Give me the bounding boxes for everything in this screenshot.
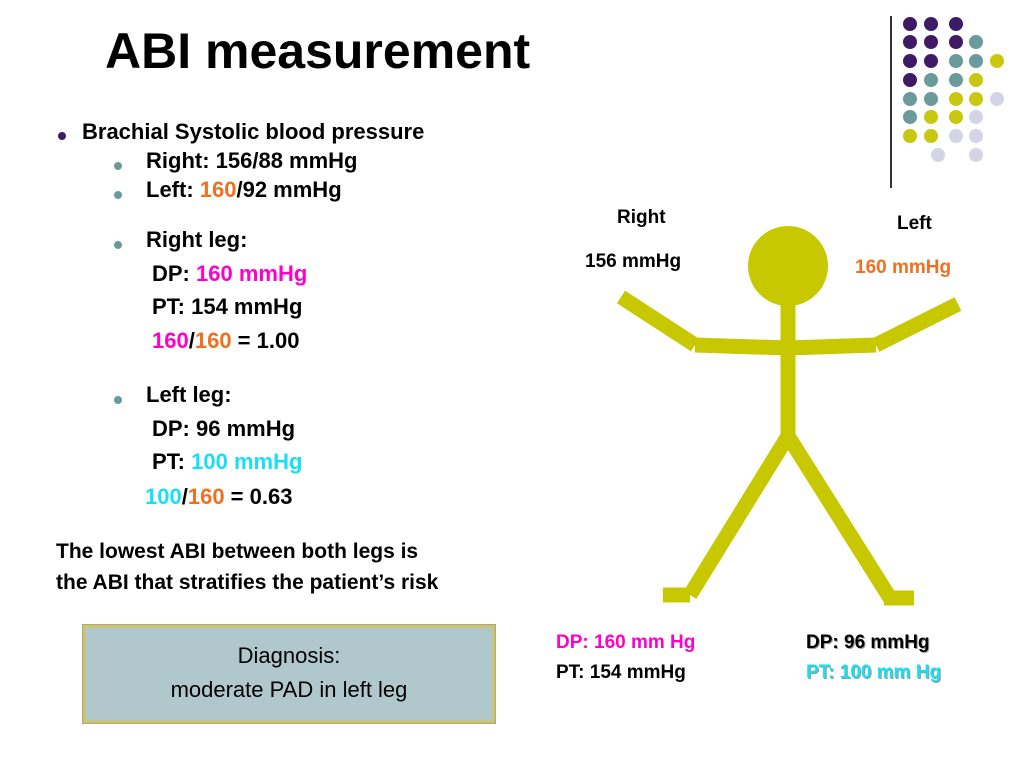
brachial-heading: Brachial Systolic blood pressure xyxy=(82,119,425,144)
dot xyxy=(969,92,983,106)
brachial-left-suffix: /92 mmHg xyxy=(236,177,342,202)
right-leg-abi-result: = 1.00 xyxy=(231,328,300,353)
diagnosis-box: Diagnosis: moderate PAD in left leg xyxy=(83,625,495,723)
dot xyxy=(924,35,938,49)
diagnosis-text: moderate PAD in left leg xyxy=(170,677,408,702)
right-leg-pt: PT: 154 mmHg xyxy=(152,294,303,319)
dot xyxy=(903,129,917,143)
left-leg-abi-slash: / xyxy=(181,484,188,509)
right-arm-label: Right xyxy=(617,207,666,228)
brachial-left: Left: 160/92 mmHg xyxy=(146,177,342,203)
bullet-marker xyxy=(114,391,122,409)
figure-right-leg-dp: DP: 160 mm Hg xyxy=(556,632,696,653)
figure-right-leg xyxy=(683,432,795,599)
bullet-marker xyxy=(114,186,122,204)
dot xyxy=(903,54,917,68)
dot xyxy=(949,92,963,106)
brachial-left-label: Left: xyxy=(146,177,200,202)
brachial-right: Right: 156/88 mmHg xyxy=(146,148,358,173)
figure-left-upper-arm xyxy=(787,337,877,356)
right-leg-abi-denominator: 160 xyxy=(194,328,232,353)
figure-head xyxy=(748,226,828,306)
left-leg-pt: PT: 100 mmHg xyxy=(152,449,302,475)
dot xyxy=(949,54,963,68)
bullet-marker xyxy=(58,127,66,145)
dot xyxy=(924,54,938,68)
dot xyxy=(931,148,945,162)
figure-left-leg xyxy=(781,432,897,602)
dot xyxy=(949,73,963,87)
figure-right-forearm xyxy=(616,290,700,352)
dot xyxy=(949,35,963,49)
left-leg-dp: DP: 96 mmHg xyxy=(152,416,296,441)
right-leg-abi: 160/160 = 1.00 xyxy=(152,328,299,354)
left-leg-abi-denominator: 160 xyxy=(187,484,225,509)
dot xyxy=(924,129,938,143)
left-arm-label: Left xyxy=(897,213,932,234)
dot xyxy=(903,17,917,31)
left-leg-abi-numerator: 100 xyxy=(145,484,182,509)
dot xyxy=(969,129,983,143)
dot xyxy=(949,129,963,143)
dot xyxy=(969,148,983,162)
figure-right-upper-arm xyxy=(694,337,789,356)
dot xyxy=(924,92,938,106)
left-arm-value: 160 mmHg xyxy=(855,257,952,278)
figure-left-leg-dp: DP: 96 mmHg xyxy=(806,632,930,653)
left-leg-pt-label: PT: xyxy=(152,449,192,474)
dot xyxy=(969,73,983,87)
page-title: ABI measurement xyxy=(105,23,531,79)
dot xyxy=(949,17,963,31)
dot xyxy=(990,54,1004,68)
dot xyxy=(903,110,917,124)
dot xyxy=(903,73,917,87)
divider-line xyxy=(890,16,892,188)
risk-note-line1: The lowest ABI between both legs is xyxy=(56,540,419,563)
right-arm-value: 156 mmHg xyxy=(585,251,682,272)
dot xyxy=(924,110,938,124)
risk-note-line2: the ABI that stratifies the patient’s ri… xyxy=(56,571,439,594)
risk-note: The lowest ABI between both legs is the … xyxy=(56,536,438,598)
bullet-marker xyxy=(114,157,122,175)
dot xyxy=(924,73,938,87)
dot xyxy=(969,35,983,49)
bullet-marker xyxy=(114,236,122,254)
figure-left-forearm xyxy=(872,297,962,352)
right-leg-heading: Right leg: xyxy=(146,227,248,252)
left-leg-abi: 100/160 = 0.63 xyxy=(145,484,292,510)
left-leg-heading: Left leg: xyxy=(146,382,232,407)
right-leg-dp-label: DP: xyxy=(152,261,196,286)
left-leg-abi-result: = 0.63 xyxy=(224,484,293,509)
dot xyxy=(903,35,917,49)
dot xyxy=(990,92,1004,106)
figure-right-leg-pt: PT: 154 mmHg xyxy=(556,662,686,683)
dot xyxy=(969,54,983,68)
right-leg-abi-slash: / xyxy=(188,328,195,353)
dot xyxy=(969,110,983,124)
diagnosis-label: Diagnosis: xyxy=(237,643,341,668)
right-leg-dp-value: 160 mmHg xyxy=(196,261,308,286)
right-leg-dp: DP: 160 mmHg xyxy=(152,261,307,287)
brachial-left-systolic: 160 xyxy=(199,177,237,202)
right-leg-abi-numerator: 160 xyxy=(152,328,189,353)
figure-left-leg-pt: PT: 100 mm Hg xyxy=(806,662,942,683)
left-leg-pt-value: 100 mmHg xyxy=(191,449,303,474)
dot xyxy=(949,110,963,124)
dot xyxy=(924,17,938,31)
dot xyxy=(903,92,917,106)
